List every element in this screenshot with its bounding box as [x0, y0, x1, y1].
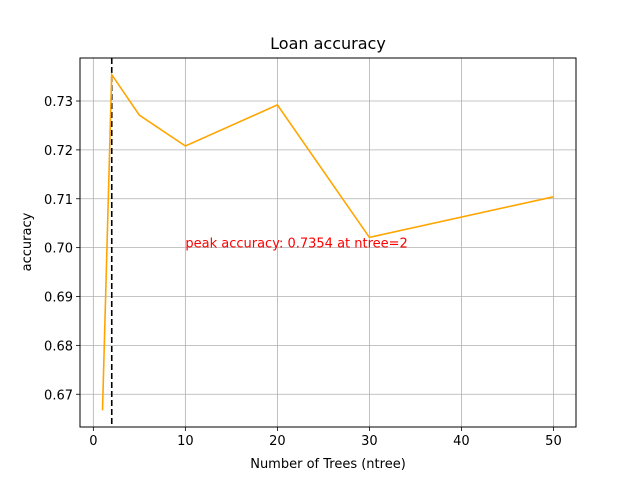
- y-tick-label: 0.73: [44, 95, 73, 110]
- annotation-layer: peak accuracy: 0.7354 at ntree=2: [185, 237, 407, 252]
- x-tick-label: 50: [545, 434, 562, 449]
- x-axis-label: Number of Trees (ntree): [250, 457, 406, 472]
- peak-annotation: peak accuracy: 0.7354 at ntree=2: [185, 237, 407, 252]
- y-tick-label: 0.72: [44, 144, 73, 159]
- x-tick-label: 30: [361, 434, 378, 449]
- y-ticks: 0.67 0.68 0.69 0.70 0.71 0.72 0.73: [44, 95, 80, 403]
- x-tick-label: 10: [177, 434, 194, 449]
- y-tick-label: 0.70: [44, 242, 73, 257]
- y-tick-label: 0.71: [44, 193, 73, 208]
- y-tick-label: 0.68: [44, 339, 73, 354]
- plot-frame: [79, 57, 577, 428]
- x-tick-label: 40: [453, 434, 470, 449]
- accuracy-series-line: [101, 72, 554, 411]
- x-ticks: 0 10 20 30 40 50: [89, 427, 562, 449]
- x-tick-label: 20: [269, 434, 286, 449]
- grid-lines: [80, 58, 576, 427]
- x-tick-label: 0: [89, 434, 97, 449]
- chart-title: Loan accuracy: [270, 34, 386, 53]
- y-tick-label: 0.69: [44, 291, 73, 306]
- y-axis-label: accuracy: [20, 212, 35, 271]
- series-lines: [101, 72, 554, 411]
- y-tick-label: 0.67: [44, 388, 73, 403]
